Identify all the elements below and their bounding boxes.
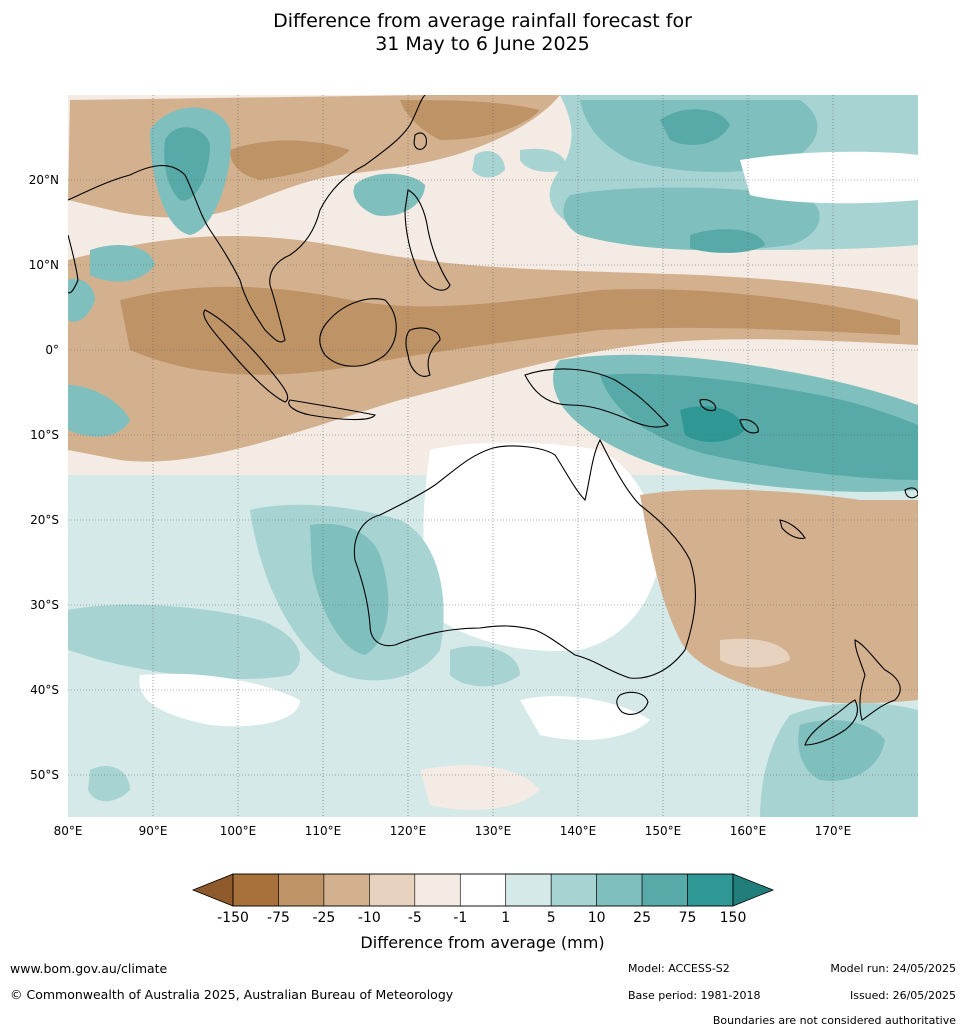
- lon-tick-120: 120°E: [390, 824, 427, 838]
- lat-tick-50s: 50°S: [30, 768, 59, 782]
- colorbar-tick-label: 150: [720, 910, 747, 926]
- java-coastline: [288, 399, 376, 421]
- nz-north-coastline: [854, 639, 901, 721]
- lon-tick-80: 80°E: [54, 824, 83, 838]
- asia-coastline: [68, 95, 426, 343]
- map-title: Difference from average rainfall forecas…: [0, 10, 965, 56]
- lon-tick-100: 100°E: [220, 824, 257, 838]
- lon-tick-110: 110°E: [305, 824, 342, 838]
- title-line-2: 31 May to 6 June 2025: [375, 33, 590, 55]
- sulawesi-coastline: [405, 327, 441, 377]
- colorbar-outline: [232, 873, 734, 907]
- colorbar-segment: [414, 873, 461, 907]
- colorbar-tick-label: 25: [633, 910, 651, 926]
- taiwan-coastline: [413, 132, 427, 150]
- colorbar-tick-label: -150: [217, 910, 249, 926]
- philippines-coastline: [404, 189, 451, 291]
- copyright-text: © Commonwealth of Australia 2025, Austra…: [10, 987, 454, 1002]
- colorbar-label: Difference from average (mm): [360, 933, 605, 952]
- colorbar-segment: [459, 873, 507, 907]
- colorbar-under-arrow: [191, 873, 234, 907]
- lat-tick-30s: 30°S: [30, 598, 59, 612]
- colorbar-tick-label: 75: [679, 910, 697, 926]
- lat-tick-0: 0°: [45, 343, 59, 357]
- colorbar-segment: [641, 873, 688, 907]
- colorbar-segment: [505, 873, 552, 907]
- lon-tick-160: 160°E: [730, 824, 767, 838]
- nz-south-coastline: [804, 699, 859, 746]
- lon-tick-labels: 80°E 90°E 100°E 110°E 120°E 130°E 140°E …: [54, 824, 852, 838]
- coastlines: [68, 95, 918, 746]
- rainfall-anomaly-field: [68, 95, 918, 817]
- base-period: Base period: 1981-2018: [628, 989, 761, 1002]
- colorbar-tick-label: -75: [267, 910, 290, 926]
- lon-tick-90: 90°E: [139, 824, 168, 838]
- model-run-date: Model run: 24/05/2025: [830, 962, 956, 975]
- lon-tick-170: 170°E: [815, 824, 852, 838]
- lat-tick-20s: 20°S: [30, 513, 59, 527]
- lat-tick-20n: 20°N: [29, 173, 59, 187]
- colorbar-segment: [323, 873, 370, 907]
- colorbar-tick-label: 5: [547, 910, 556, 926]
- colorbar-segment: [550, 873, 597, 907]
- lon-tick-130: 130°E: [475, 824, 512, 838]
- website-link[interactable]: www.bom.gov.au/climate: [10, 961, 168, 976]
- title-line-1: Difference from average rainfall forecas…: [273, 10, 692, 32]
- lat-tick-10n: 10°N: [29, 258, 59, 272]
- colorbar-tick-label: -25: [312, 910, 335, 926]
- colorbar-tick-label: -5: [408, 910, 422, 926]
- colorbar-segment: [278, 873, 325, 907]
- lat-tick-40s: 40°S: [30, 683, 59, 697]
- borneo-coastline: [319, 298, 397, 367]
- boundaries-disclaimer: Boundaries are not considered authoritat…: [712, 1014, 956, 1027]
- graticule: [68, 95, 918, 817]
- colorbar-tick-label: -1: [453, 910, 467, 926]
- lat-tick-labels: 20°N 10°N 0° 10°S 20°S 30°S 40°S 50°S: [29, 173, 59, 782]
- issued-date: Issued: 26/05/2025: [849, 989, 956, 1002]
- lat-tick-10s: 10°S: [30, 428, 59, 442]
- australia-coastline: [353, 438, 696, 679]
- lon-tick-150: 150°E: [645, 824, 682, 838]
- sumatra-coastline: [203, 309, 289, 403]
- new-guinea-coastline: [524, 368, 669, 428]
- colorbar-tick-label: -10: [358, 910, 381, 926]
- colorbar-segment: [687, 873, 734, 907]
- colorbar-segment: [369, 873, 416, 907]
- model-name: Model: ACCESS-S2: [628, 962, 730, 975]
- lon-tick-140: 140°E: [560, 824, 597, 838]
- tasmania-coastline: [616, 691, 649, 715]
- india-coastline: [68, 234, 79, 294]
- colorbar-segment: [232, 873, 279, 907]
- colorbar-over-arrow: [732, 873, 775, 907]
- colorbar-tick-label: 10: [588, 910, 606, 926]
- colorbar-segment: [596, 873, 643, 907]
- colorbar: -150 -75 -25 -10 -5 -1 1 5 10 25 75 150: [191, 873, 775, 926]
- colorbar-tick-label: 1: [501, 910, 510, 926]
